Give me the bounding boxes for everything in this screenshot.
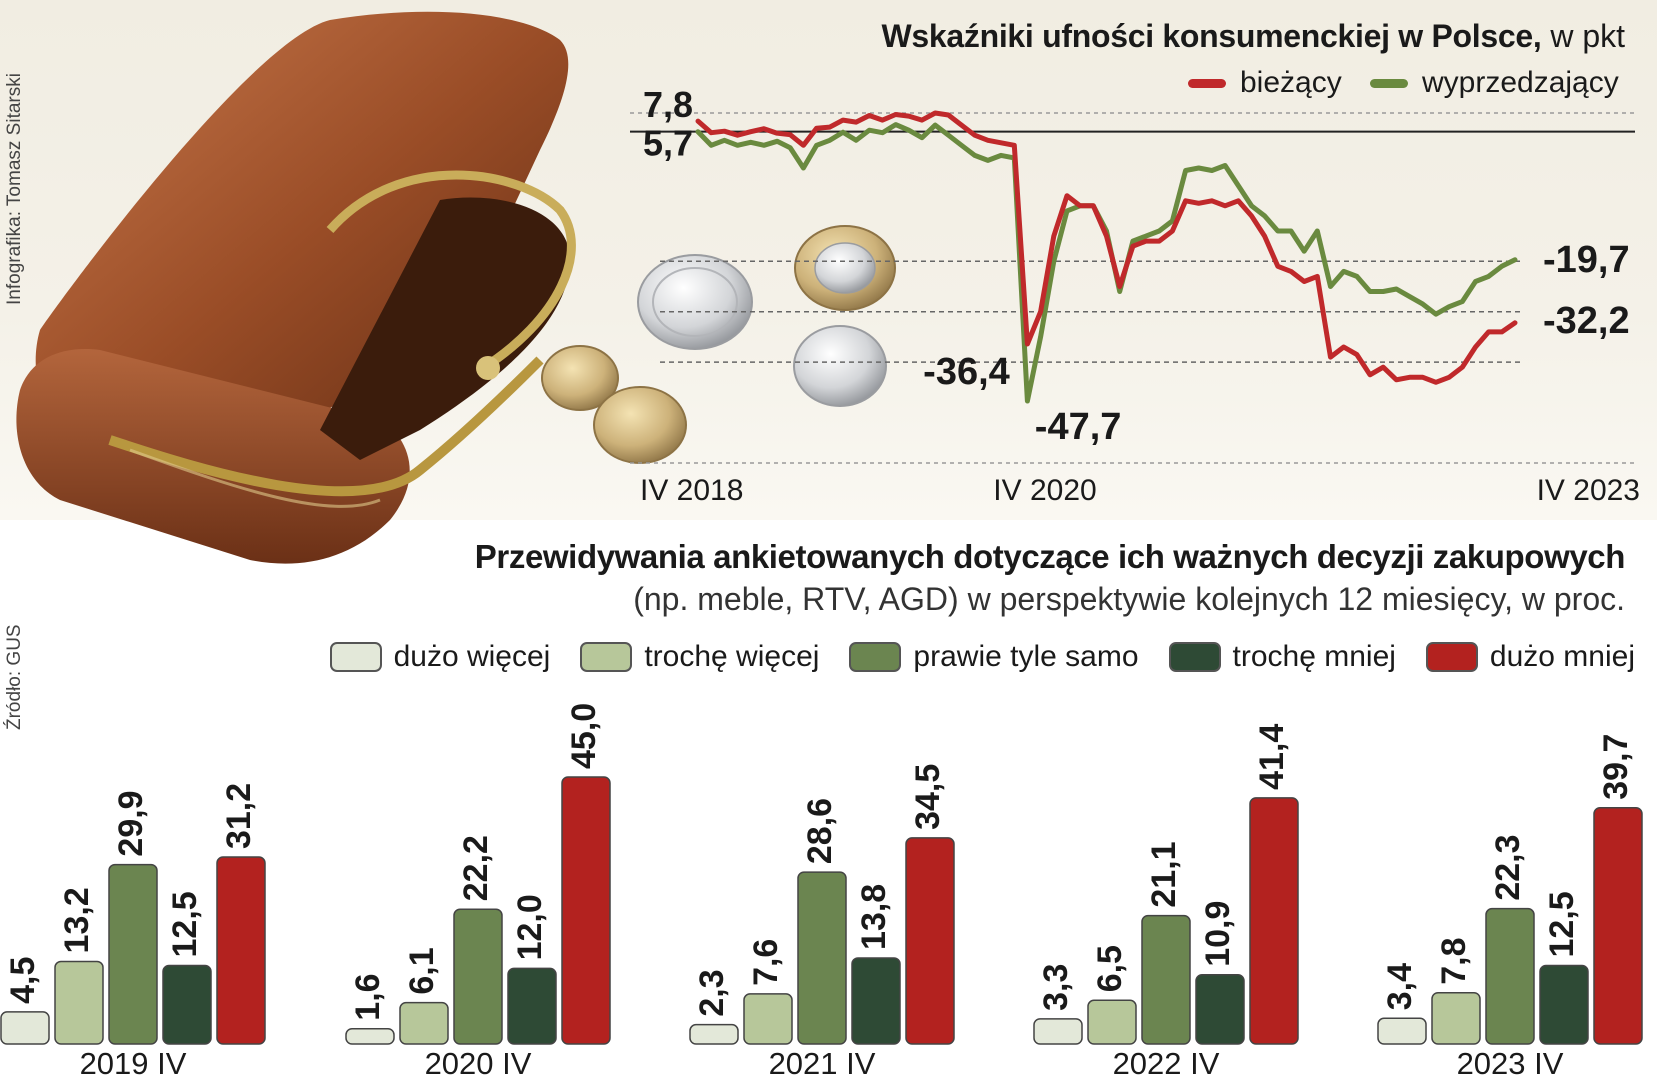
bar — [399, 1001, 449, 1045]
annotation-label: 5,7 — [643, 123, 693, 164]
bar-value-label: 6,5 — [1091, 945, 1129, 992]
annotation-label: -36,4 — [923, 351, 1010, 393]
bar-value-label: 12,5 — [1543, 891, 1581, 957]
bar-value-label: 10,9 — [1199, 901, 1237, 967]
bar — [1033, 1018, 1083, 1045]
legend-swatch-same — [849, 642, 902, 672]
annotation-label: -47,7 — [1035, 406, 1122, 448]
bar-value-label: 29,9 — [112, 790, 150, 856]
legend-leading: wyprzedzający — [1370, 66, 1619, 100]
legend-current-label: bieżący — [1240, 66, 1342, 99]
line-chart-title: Wskaźniki ufności konsumenckiej w Polsce… — [882, 18, 1626, 55]
bar-value-label: 6,1 — [403, 947, 441, 994]
bar-value-label: 3,3 — [1037, 964, 1075, 1011]
bar — [108, 863, 158, 1045]
bar — [1087, 999, 1137, 1045]
category-label: 2023 IV — [1457, 1046, 1564, 1080]
bar — [1485, 907, 1535, 1045]
legend-current: bieżący — [1188, 66, 1342, 100]
bar-value-label: 39,7 — [1597, 734, 1635, 800]
legend-leading-swatch — [1370, 78, 1408, 88]
legend-item-bit-more: trochę więcej — [580, 640, 819, 674]
bar-value-label: 13,8 — [855, 884, 893, 950]
bar-value-label: 7,6 — [747, 939, 785, 986]
bar — [1431, 992, 1481, 1045]
bar — [345, 1027, 395, 1045]
bar-value-label: 3,4 — [1381, 963, 1419, 1010]
bar — [905, 837, 955, 1045]
bar-legend: dużo więcej trochę więcej prawie tyle sa… — [300, 640, 1635, 674]
bar — [453, 908, 503, 1045]
legend-label-bit-more: trochę więcej — [644, 640, 820, 673]
bar — [507, 967, 557, 1045]
bar-value-label: 28,6 — [801, 798, 839, 864]
legend-item-very-more: dużo więcej — [329, 640, 551, 674]
bar-value-label: 12,5 — [166, 891, 204, 957]
legend-current-swatch — [1188, 78, 1226, 88]
annotation-label: 7,8 — [643, 84, 693, 125]
bar-value-label: 41,4 — [1253, 724, 1291, 790]
x-axis-label: IV 2023 — [1537, 474, 1640, 507]
bar — [1249, 797, 1299, 1045]
bar — [743, 993, 793, 1045]
bar-value-label: 12,0 — [511, 894, 549, 960]
bar — [162, 964, 212, 1045]
series-line-current — [695, 110, 1518, 385]
legend-item-much-less: dużo mniej — [1425, 640, 1635, 674]
bar-value-label: 4,5 — [4, 957, 42, 1004]
category-label: 2019 IV — [80, 1046, 187, 1080]
legend-swatch-much-less — [1425, 642, 1478, 672]
bar — [851, 957, 901, 1045]
bar — [1141, 914, 1191, 1045]
bar — [216, 856, 266, 1045]
bar-value-label: 1,6 — [349, 973, 387, 1020]
bar-value-label: 7,8 — [1435, 937, 1473, 984]
bar — [1539, 964, 1589, 1045]
bar-value-label: 22,3 — [1489, 834, 1527, 900]
bar — [1195, 974, 1245, 1045]
category-label: 2021 IV — [769, 1046, 876, 1080]
bar — [1377, 1017, 1427, 1045]
bar-value-label: 31,2 — [220, 783, 258, 849]
legend-swatch-very-more — [329, 642, 382, 672]
bar — [561, 776, 611, 1045]
bar-chart-subtitle: (np. meble, RTV, AGD) w perspektywie kol… — [633, 581, 1625, 617]
legend-swatch-bit-more — [580, 642, 633, 672]
legend-label-much-less: dużo mniej — [1489, 640, 1635, 673]
line-chart-title-text: Wskaźniki ufności konsumenckiej w Polsce… — [881, 18, 1542, 54]
bar — [54, 960, 104, 1045]
legend-label-very-more: dużo więcej — [393, 640, 551, 673]
category-label: 2020 IV — [425, 1046, 532, 1080]
line-chart-units: w pkt — [1550, 18, 1625, 54]
bar-value-label: 2,3 — [693, 969, 731, 1016]
legend-item-bit-less: trochę mniej — [1168, 640, 1396, 674]
annotation-label: -19,7 — [1543, 239, 1630, 281]
legend-item-same: prawie tyle samo — [849, 640, 1139, 674]
bar — [689, 1023, 739, 1045]
legend-label-bit-less: trochę mniej — [1232, 640, 1396, 673]
bar — [797, 871, 847, 1045]
category-label: 2022 IV — [1113, 1046, 1220, 1080]
bar — [1593, 806, 1643, 1045]
bar-value-label: 34,5 — [909, 764, 947, 830]
bar — [0, 1011, 50, 1045]
bar-value-label: 13,2 — [58, 887, 96, 953]
bar-value-label: 22,2 — [457, 835, 495, 901]
legend-label-same: prawie tyle samo — [913, 640, 1139, 673]
bar-chart-title: Przewidywania ankietowanych dotyczące ic… — [474, 538, 1626, 575]
annotation-label: -32,2 — [1543, 300, 1630, 342]
x-axis-label: IV 2018 — [640, 474, 743, 507]
legend-swatch-bit-less — [1168, 642, 1221, 672]
bar-value-label: 45,0 — [565, 703, 603, 769]
bar-value-label: 21,1 — [1145, 841, 1183, 907]
legend-leading-label: wyprzedzający — [1422, 66, 1619, 99]
x-axis-label: IV 2020 — [993, 474, 1096, 507]
